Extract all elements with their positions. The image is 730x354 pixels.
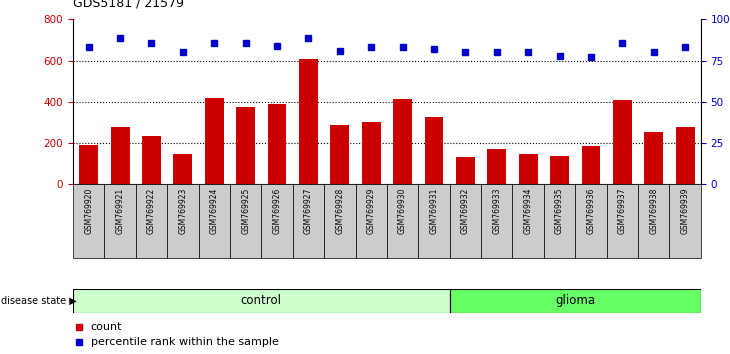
Text: disease state ▶: disease state ▶ bbox=[1, 296, 77, 306]
Bar bbox=[450, 184, 481, 258]
Text: GSM769934: GSM769934 bbox=[523, 188, 533, 234]
Bar bbox=[362, 122, 380, 184]
Text: GSM769928: GSM769928 bbox=[335, 188, 345, 234]
Bar bbox=[268, 104, 286, 184]
Text: GSM769933: GSM769933 bbox=[492, 188, 502, 234]
Bar bbox=[324, 184, 356, 258]
Bar bbox=[638, 184, 669, 258]
Bar bbox=[80, 145, 98, 184]
Text: GSM769924: GSM769924 bbox=[210, 188, 219, 234]
Bar bbox=[199, 184, 230, 258]
Bar bbox=[356, 184, 387, 258]
Bar bbox=[174, 154, 192, 184]
Bar bbox=[73, 184, 104, 258]
Text: control: control bbox=[241, 295, 282, 307]
Text: GSM769935: GSM769935 bbox=[555, 188, 564, 234]
Bar bbox=[111, 127, 129, 184]
Bar bbox=[331, 125, 349, 184]
Bar bbox=[575, 184, 607, 258]
Text: glioma: glioma bbox=[556, 295, 595, 307]
Bar bbox=[550, 156, 569, 184]
Bar bbox=[488, 149, 506, 184]
Bar bbox=[418, 184, 450, 258]
Text: GSM769939: GSM769939 bbox=[680, 188, 690, 234]
Bar bbox=[425, 117, 443, 184]
Bar bbox=[261, 184, 293, 258]
Bar bbox=[205, 98, 223, 184]
Bar bbox=[519, 154, 537, 184]
Bar bbox=[167, 184, 199, 258]
Bar bbox=[450, 289, 701, 313]
Text: GSM769936: GSM769936 bbox=[586, 188, 596, 234]
Bar bbox=[230, 184, 261, 258]
Bar bbox=[456, 157, 474, 184]
Text: GDS5181 / 21579: GDS5181 / 21579 bbox=[73, 0, 184, 10]
Text: GSM769920: GSM769920 bbox=[84, 188, 93, 234]
Bar bbox=[299, 58, 318, 184]
Text: GSM769930: GSM769930 bbox=[398, 188, 407, 234]
Bar bbox=[73, 289, 450, 313]
Text: percentile rank within the sample: percentile rank within the sample bbox=[91, 337, 278, 348]
Text: GSM769932: GSM769932 bbox=[461, 188, 470, 234]
Bar bbox=[607, 184, 638, 258]
Text: GSM769927: GSM769927 bbox=[304, 188, 313, 234]
Bar bbox=[136, 184, 167, 258]
Text: GSM769937: GSM769937 bbox=[618, 188, 627, 234]
Text: GSM769921: GSM769921 bbox=[115, 188, 125, 234]
Text: GSM769925: GSM769925 bbox=[241, 188, 250, 234]
Text: GSM769929: GSM769929 bbox=[366, 188, 376, 234]
Bar bbox=[613, 100, 631, 184]
Bar bbox=[142, 136, 161, 184]
Bar bbox=[512, 184, 544, 258]
Bar bbox=[544, 184, 575, 258]
Bar bbox=[293, 184, 324, 258]
Text: GSM769931: GSM769931 bbox=[429, 188, 439, 234]
Text: count: count bbox=[91, 321, 122, 332]
Text: GSM769938: GSM769938 bbox=[649, 188, 658, 234]
Text: GSM769926: GSM769926 bbox=[272, 188, 282, 234]
Bar bbox=[387, 184, 418, 258]
Bar bbox=[669, 184, 701, 258]
Bar bbox=[676, 127, 694, 184]
Text: GSM769922: GSM769922 bbox=[147, 188, 156, 234]
Bar bbox=[481, 184, 512, 258]
Bar bbox=[582, 146, 600, 184]
Bar bbox=[104, 184, 136, 258]
Bar bbox=[237, 107, 255, 184]
Text: GSM769923: GSM769923 bbox=[178, 188, 188, 234]
Bar bbox=[393, 99, 412, 184]
Bar bbox=[645, 132, 663, 184]
